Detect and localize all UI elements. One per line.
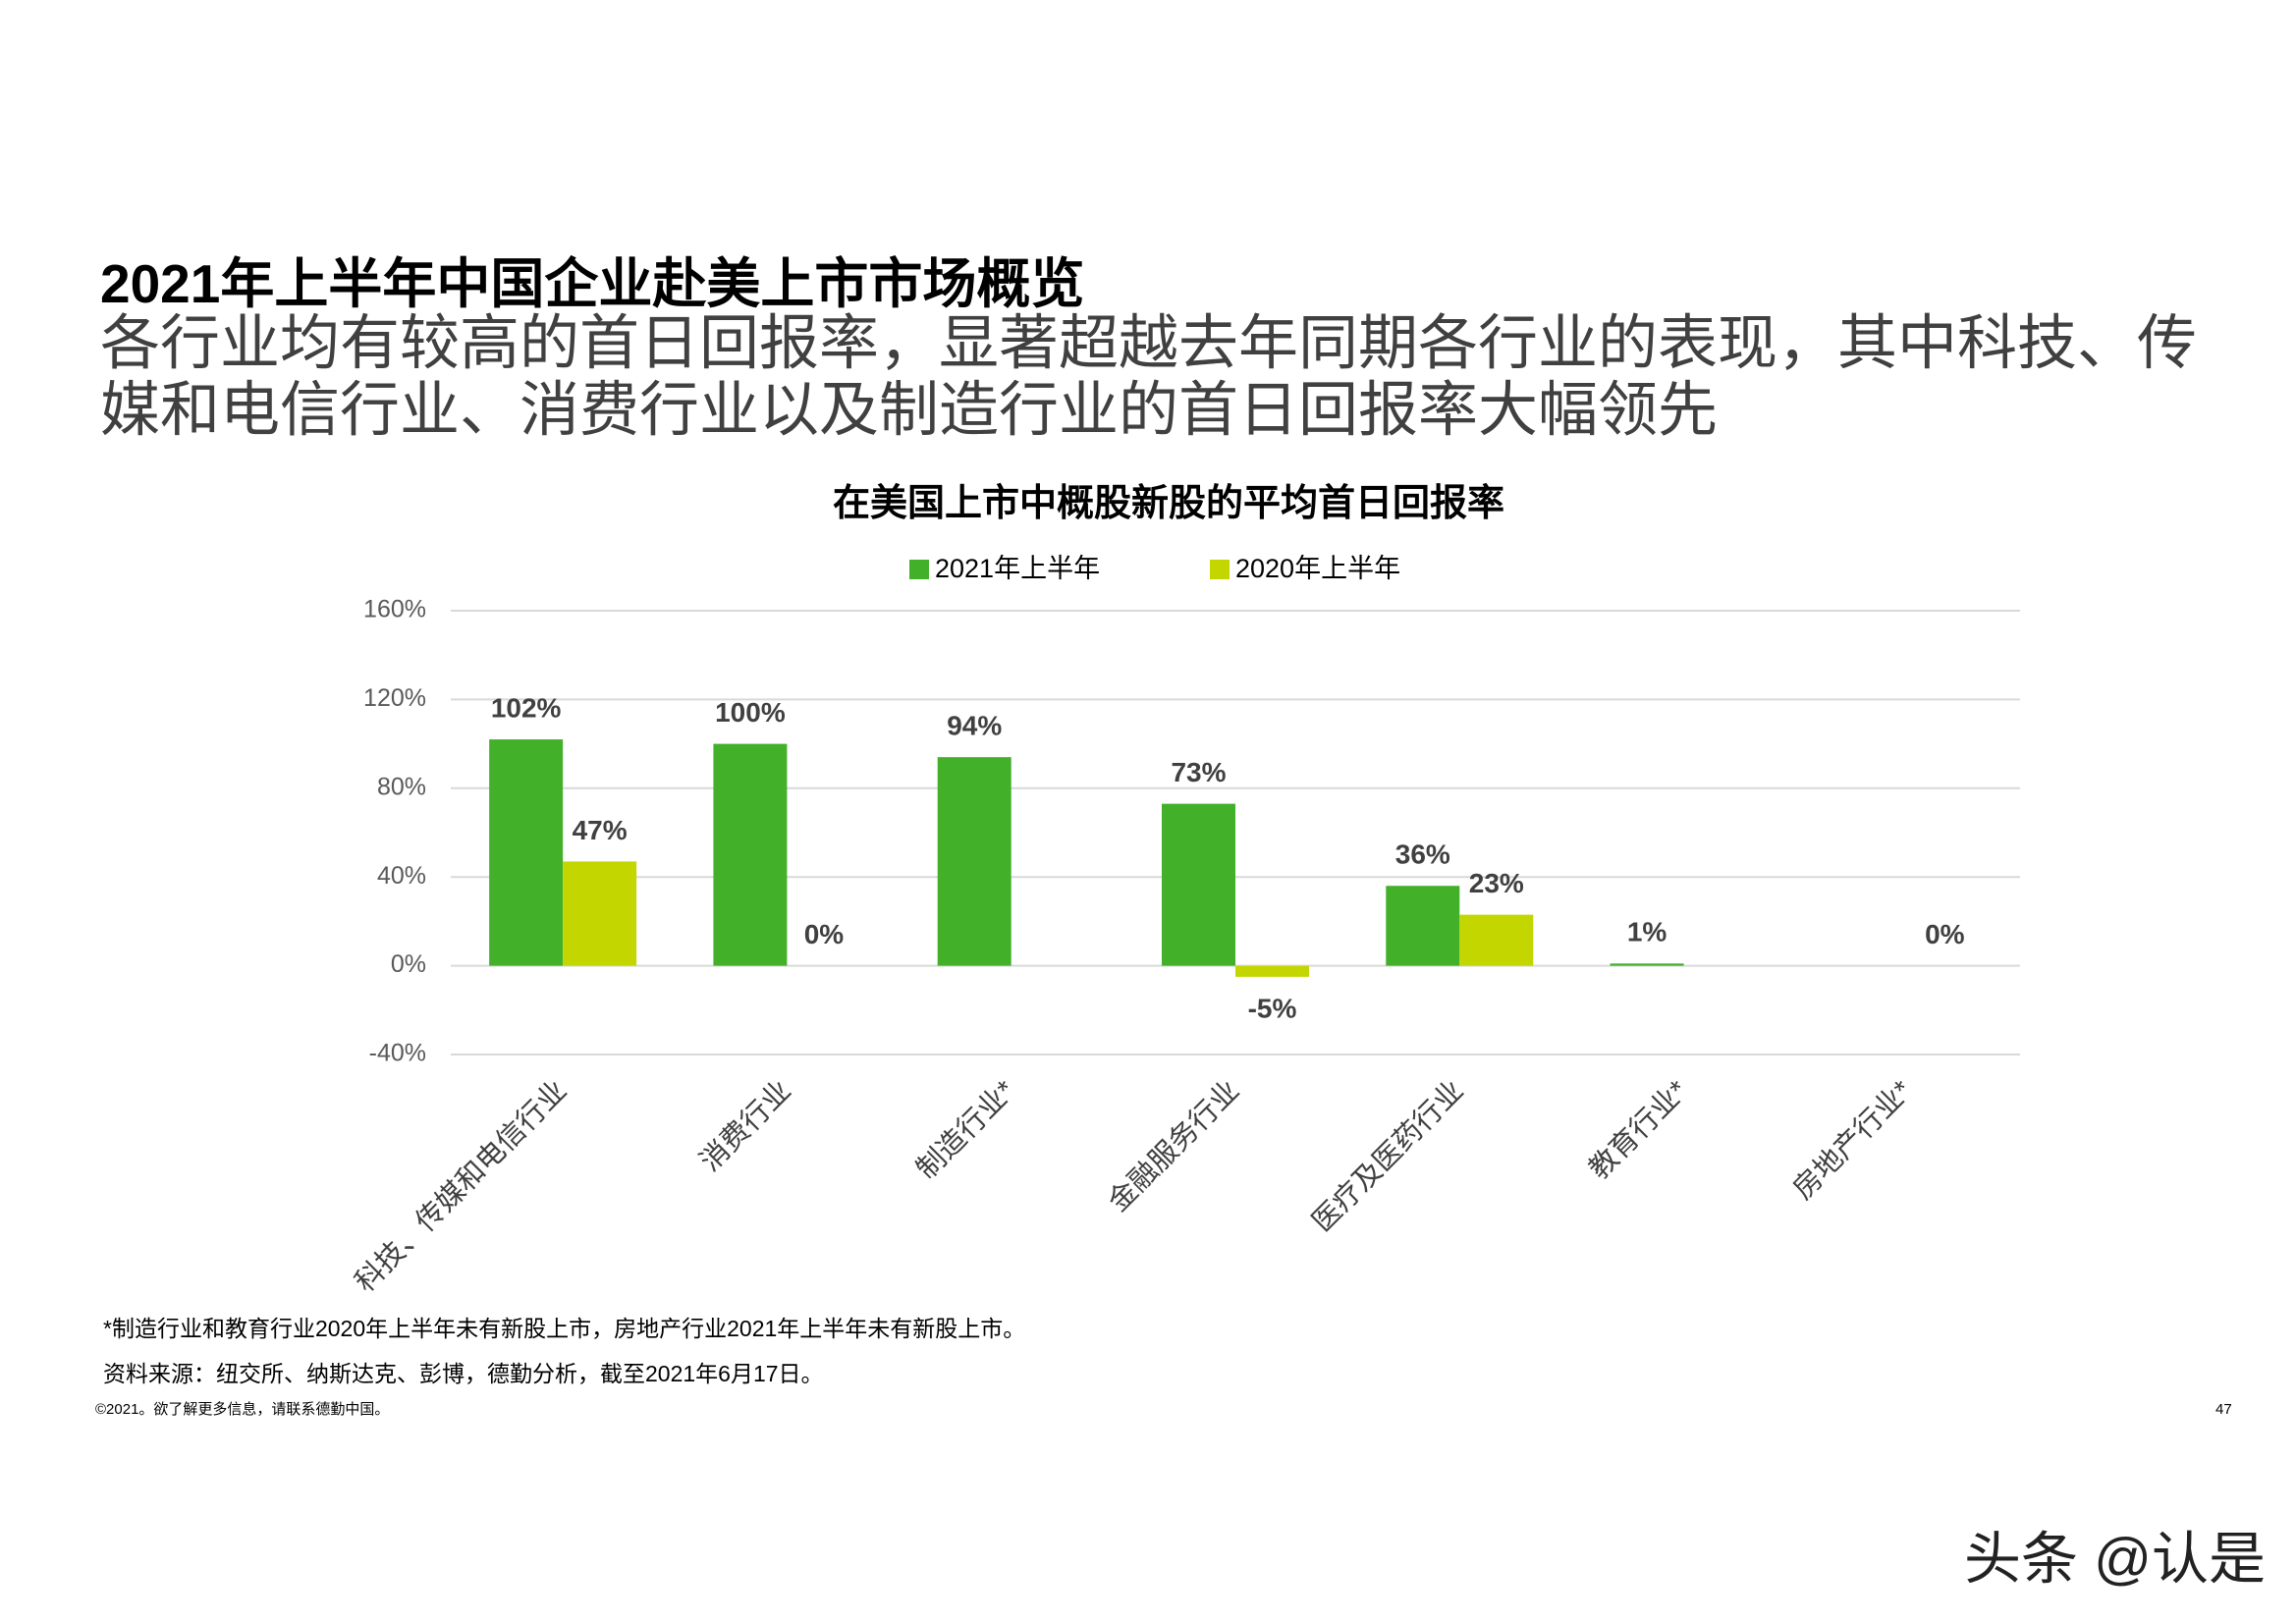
y-tick-label: 160% bbox=[363, 596, 426, 623]
x-tick-label: 医疗及医药行业 bbox=[1306, 1074, 1470, 1238]
footnote: *制造行业和教育行业2020年上半年未有新股上市，房地产行业2021年上半年未有… bbox=[103, 1316, 1025, 1341]
source: 资料来源：纽交所、纳斯达克、彭博，德勤分析，截至2021年6月17日。 bbox=[103, 1361, 824, 1386]
y-tick-label: 80% bbox=[377, 773, 426, 800]
y-tick-label: -40% bbox=[369, 1040, 426, 1067]
chart-title: 在美国上市中概股新股的平均首日回报率 bbox=[833, 483, 1504, 524]
bar bbox=[1459, 914, 1534, 966]
bar bbox=[1386, 886, 1460, 966]
bar bbox=[1610, 963, 1684, 966]
page-title: 2021年上半年中国企业赴美上市市场概览 bbox=[100, 253, 1085, 314]
data-label: 1% bbox=[1627, 917, 1667, 947]
legend-swatch bbox=[1210, 560, 1230, 579]
page-subtitle: 各行业均有较高的首日回报率，显著超越去年同期各行业的表现，其中科技、传媒和电信行… bbox=[100, 309, 2198, 443]
data-label: 47% bbox=[573, 815, 628, 845]
legend-swatch bbox=[909, 560, 929, 579]
copyright: ©2021。欲了解更多信息，请联系德勤中国。 bbox=[95, 1400, 389, 1418]
data-label: 94% bbox=[947, 711, 1002, 741]
data-label: -5% bbox=[1248, 993, 1297, 1023]
watermark: 头条 @认是 bbox=[1964, 1527, 2266, 1591]
data-label: 102% bbox=[491, 692, 562, 723]
x-tick-label: 房地产行业* bbox=[1786, 1074, 1918, 1206]
legend-label: 2021年上半年 bbox=[935, 554, 1100, 583]
data-label: 23% bbox=[1469, 868, 1524, 898]
y-tick-label: 40% bbox=[377, 862, 426, 890]
bar bbox=[1162, 803, 1235, 966]
page-number: 47 bbox=[2215, 1401, 2232, 1418]
y-tick-label: 0% bbox=[391, 950, 426, 978]
x-tick-label: 消费行业 bbox=[693, 1074, 796, 1177]
x-tick-label: 教育行业* bbox=[1583, 1074, 1694, 1185]
legend-label: 2020年上半年 bbox=[1235, 554, 1400, 583]
data-label: 100% bbox=[715, 697, 786, 728]
data-label: 36% bbox=[1395, 839, 1450, 870]
bar bbox=[563, 861, 637, 966]
bar bbox=[489, 739, 564, 966]
bar bbox=[713, 743, 788, 966]
x-tick-label: 金融服务行业 bbox=[1102, 1074, 1245, 1217]
data-label: 0% bbox=[1925, 919, 1965, 949]
x-tick-label: 科技、传媒和电信行业 bbox=[349, 1074, 573, 1298]
data-label: 73% bbox=[1171, 757, 1226, 787]
x-tick-label: 制造行业* bbox=[910, 1074, 1021, 1185]
bar bbox=[937, 757, 1011, 966]
y-tick-label: 120% bbox=[363, 684, 426, 712]
bar bbox=[1235, 965, 1309, 977]
data-label: 0% bbox=[804, 919, 845, 949]
